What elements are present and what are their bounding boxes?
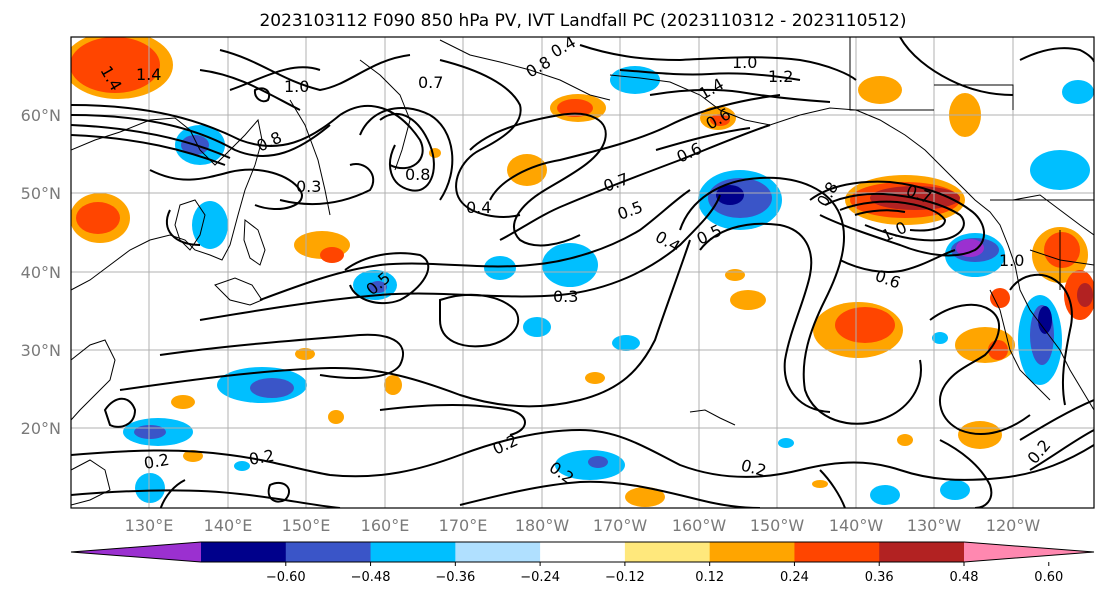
lon-label: 150°E — [282, 516, 331, 535]
colorbar-segment — [371, 542, 456, 562]
contour-label: 0.3 — [553, 287, 578, 306]
lon-label: 120°W — [986, 516, 1041, 535]
map-panel: 1.4 1.4 1.0 0.7 0.4 0.8 1.0 1.2 1.4 0.6 … — [63, 31, 1096, 510]
colorbar-tick-label: 0.36 — [865, 570, 894, 585]
colorbar-extend-low — [71, 542, 201, 562]
colorbar-tick-label: 0.48 — [950, 570, 979, 585]
lon-label: 140°E — [204, 516, 253, 535]
lon-label: 130°W — [907, 516, 962, 535]
colorbar-segment — [710, 542, 795, 562]
latitude-labels: 60°N 50°N 40°N 30°N 20°N — [21, 106, 61, 438]
colorbar-extend-high — [964, 542, 1094, 562]
colorbar-tick-label: −0.60 — [266, 570, 306, 585]
lon-label: 160°E — [361, 516, 410, 535]
colorbar-tick-label: 0.12 — [695, 570, 724, 585]
colorbar-tick-label: 0.24 — [780, 570, 809, 585]
lat-label: 40°N — [21, 263, 61, 282]
figure-title: 2023103112 F090 850 hPa PV, IVT Landfall… — [259, 11, 906, 31]
colorbar-segment — [201, 542, 286, 562]
lon-label: 130°E — [125, 516, 174, 535]
colorbar-segment — [879, 542, 964, 562]
contour-label: 0.7 — [418, 73, 443, 92]
lon-label: 170°E — [439, 516, 488, 535]
contour-label: 1.0 — [732, 53, 757, 72]
lat-label: 20°N — [21, 419, 61, 438]
contour-label: 1.2 — [768, 67, 793, 86]
contour-label: 0.3 — [296, 177, 321, 196]
colorbar-segment — [625, 542, 710, 562]
contour-label: 0.8 — [405, 165, 430, 184]
lon-label: 180°W — [515, 516, 570, 535]
colorbar-tick-label: −0.12 — [605, 570, 645, 585]
lat-label: 60°N — [21, 106, 61, 125]
lat-label: 30°N — [21, 341, 61, 360]
colorbar-segment — [455, 542, 540, 562]
colorbar-tick-label: −0.36 — [435, 570, 475, 585]
contour-label: 1.0 — [999, 251, 1024, 270]
lon-label: 160°W — [672, 516, 727, 535]
contour-label: 1.0 — [284, 77, 309, 96]
longitude-labels: 130°E 140°E 150°E 160°E 170°E 180°W 170°… — [125, 516, 1041, 535]
contour-label: 0.4 — [466, 198, 491, 217]
colorbar-tick-label: −0.24 — [520, 570, 560, 585]
lat-label: 50°N — [21, 184, 61, 203]
colorbar-tick-label: 0.60 — [1034, 570, 1063, 585]
colorbar: −0.60 −0.48 −0.36 −0.24 −0.12 0.12 0.24 0.36 0.4… — [71, 542, 1094, 585]
colorbar-segment — [286, 542, 371, 562]
colorbar-segment — [540, 542, 625, 562]
lon-label: 150°W — [750, 516, 805, 535]
colorbar-segment — [794, 542, 879, 562]
lon-label: 170°W — [593, 516, 648, 535]
lon-label: 140°W — [829, 516, 884, 535]
contour-label: 1.4 — [136, 65, 161, 84]
colorbar-tick-label: −0.48 — [351, 570, 391, 585]
